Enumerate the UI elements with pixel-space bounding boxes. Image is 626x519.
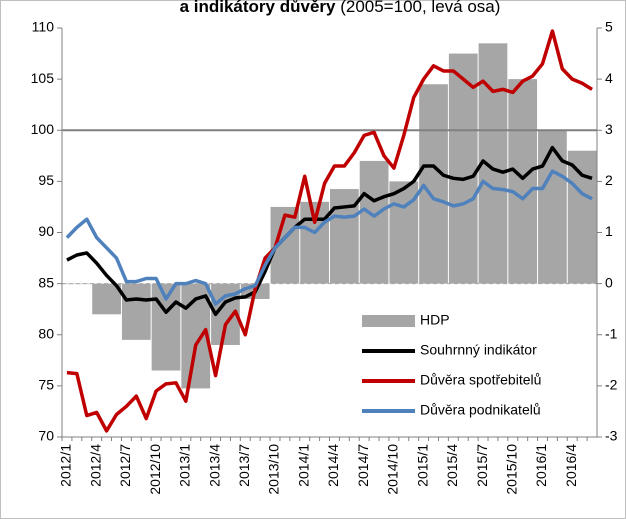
chart-title: a indikátory důvěry (2005=100, levá osa) xyxy=(180,0,501,16)
title-rest: (2005=100, levá osa) xyxy=(340,0,500,16)
bar xyxy=(359,160,389,284)
line-series xyxy=(66,29,593,433)
x-tick-label: 2012/1 xyxy=(58,444,74,487)
x-tick-label: 2012/7 xyxy=(117,444,133,487)
legend-swatch xyxy=(362,315,415,327)
x-tick-label: 2013/1 xyxy=(177,444,193,487)
x-tick-label: 2016/1 xyxy=(533,444,549,487)
y2-tick-label: -2 xyxy=(605,377,618,393)
y2-tick-label: 4 xyxy=(605,70,613,86)
legend-label: Důvěra podnikatelů xyxy=(420,402,541,418)
x-tick-label: 2014/7 xyxy=(355,444,371,487)
y-tick-label: 105 xyxy=(31,70,55,86)
legend-label: HDP xyxy=(420,312,450,328)
y2-tick-label: 0 xyxy=(605,274,613,290)
title-bold: a indikátory důvěry xyxy=(180,0,336,16)
x-tick-label: 2014/1 xyxy=(295,444,311,487)
bar xyxy=(92,283,121,315)
y-tick-label: 80 xyxy=(38,325,54,341)
y-tick-label: 110 xyxy=(32,19,55,35)
x-tick-label: 2015/10 xyxy=(503,444,519,495)
x-tick-label: 2016/4 xyxy=(563,444,579,487)
x-tick-label: 2012/4 xyxy=(87,444,103,487)
x-tick-label: 2013/4 xyxy=(206,444,222,487)
line-series xyxy=(66,145,593,317)
y-tick-label: 75 xyxy=(38,377,54,393)
y-tick-label: 70 xyxy=(38,428,54,444)
bar xyxy=(567,150,597,284)
y2-tick-label: 3 xyxy=(605,121,613,137)
y2-tick-label: 5 xyxy=(605,19,613,35)
x-tick-label: 2015/1 xyxy=(414,444,430,487)
y-tick-label: 90 xyxy=(38,223,54,239)
y2-tick-label: 2 xyxy=(605,172,613,188)
legend-label: Důvěra spotřebitelů xyxy=(420,372,541,388)
x-tick-label: 2014/4 xyxy=(325,444,341,487)
x-tick-label: 2015/4 xyxy=(444,444,460,487)
line-series xyxy=(65,169,593,306)
x-tick-label: 2014/10 xyxy=(385,444,401,495)
y-tick-label: 85 xyxy=(38,274,54,290)
bar xyxy=(538,130,567,284)
y2-tick-label: -3 xyxy=(605,428,618,444)
x-tick-label: 2013/7 xyxy=(236,444,252,487)
legend-label: Souhrnný indikátor xyxy=(420,342,537,358)
y-tick-label: 95 xyxy=(38,172,54,188)
bar xyxy=(508,79,538,284)
y-tick-label: 100 xyxy=(31,121,55,137)
y2-tick-label: 1 xyxy=(605,223,613,239)
x-tick-label: 2015/7 xyxy=(474,444,490,487)
bar xyxy=(121,283,151,340)
x-tick-label: 2012/10 xyxy=(147,444,163,495)
x-tick-label: 2013/10 xyxy=(266,444,282,495)
y2-tick-label: -1 xyxy=(605,325,618,341)
bar xyxy=(448,53,478,284)
